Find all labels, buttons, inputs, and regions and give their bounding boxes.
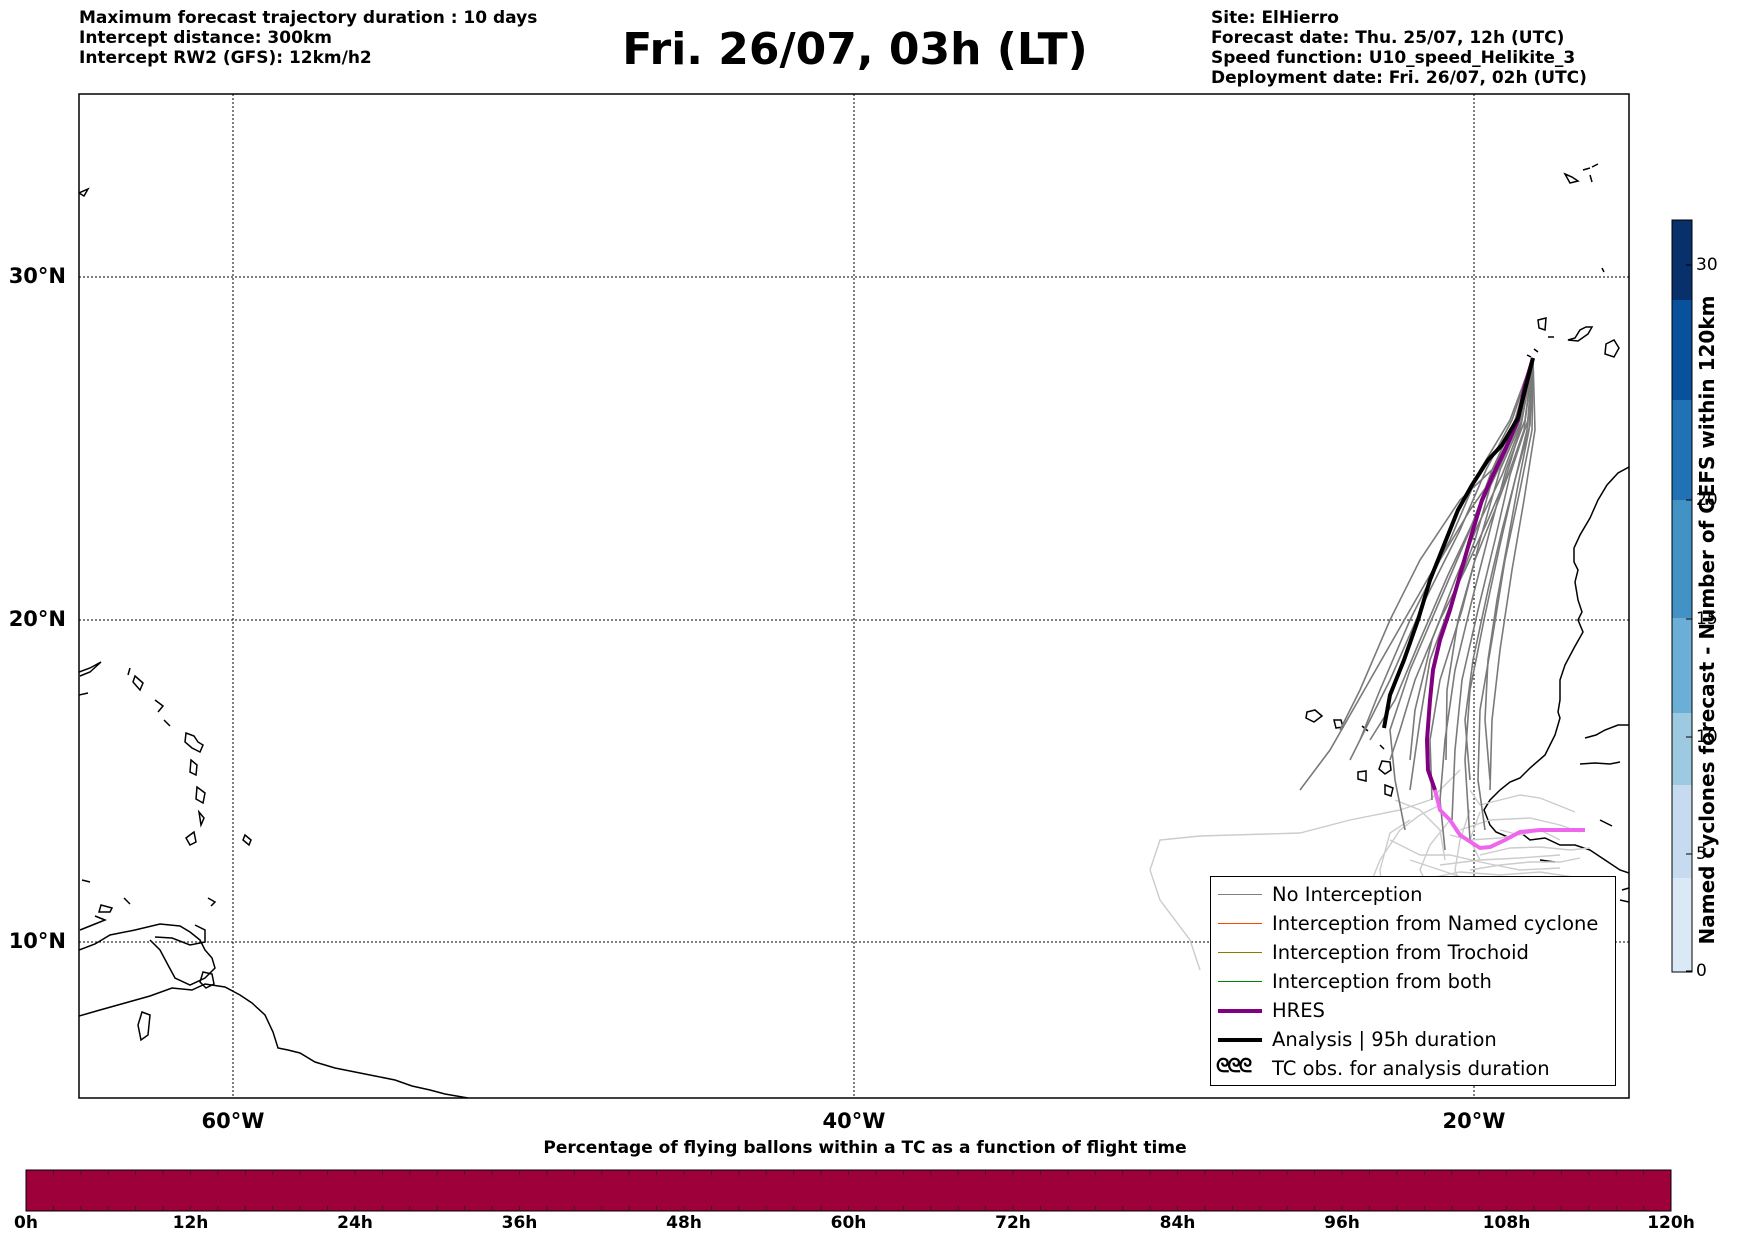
lon-label-20w: 20°W [1442,1109,1506,1133]
colorbar-right-title: Named cyclones forecast - Number of GEFS… [1695,295,1719,945]
cbar-tick-15: 15 [1696,609,1718,629]
deployment-date: Deployment date: Fri. 26/07, 02h (UTC) [1211,68,1587,88]
time-tick-label: 108h [1482,1213,1531,1233]
site-info: Site: ElHierro Forecast date: Thu. 25/07… [1211,8,1587,88]
legend-label: Analysis | 95h duration [1272,1028,1497,1051]
legend-label: HRES [1272,999,1325,1022]
late-trajectories [1149,769,1591,971]
legend-label: Interception from Named cyclone [1272,912,1599,935]
lat-label-20n: 20°N [8,607,66,631]
legend-item-tc-obs: ᘓᘓᘓ TC obs. for analysis duration [1211,1055,1615,1084]
no-interception-trajectories [1299,357,1536,851]
time-tick-label: 24h [337,1213,373,1233]
time-tick-label: 36h [501,1213,538,1233]
site-name: Site: ElHierro [1211,8,1339,28]
param-intercept-rw2: Intercept RW2 (GFS): 12km/h2 [79,48,372,68]
time-tick-label: 84h [1159,1213,1196,1233]
lon-label-60w: 60°W [201,1109,265,1133]
time-tick-label: 120h [1647,1213,1695,1233]
time-tick-label: 72h [995,1213,1031,1233]
tc-symbol-icon: ᘓᘓᘓ [1216,1055,1252,1077]
time-tick-label: 48h [666,1213,702,1233]
speed-function: Speed function: U10_speed_Helikite_3 [1211,48,1576,68]
map-frame [78,93,1630,1099]
legend-swatch [1218,1038,1262,1042]
map-legend: No Interception Interception from Named … [1210,876,1616,1086]
legend-label: No Interception [1272,883,1423,906]
cbar-tick-30: 30 [1696,255,1718,275]
colorbar-right [1671,219,1693,973]
lat-label-10n: 10°N [8,929,66,953]
legend-label: Interception from both [1272,970,1492,993]
run-parameters: Maximum forecast trajectory duration : 1… [79,8,537,68]
analysis-trajectory [1382,357,1535,729]
time-tick-label: 12h [172,1213,209,1233]
lon-label-40w: 40°W [822,1109,886,1133]
cbar-tick-20: 20 [1696,490,1718,510]
time-tick-label: 60h [830,1213,867,1233]
legend-item-trochoid: Interception from Trochoid [1211,939,1615,968]
param-intercept-distance: Intercept distance: 300km [79,28,332,48]
map-title: Fri. 26/07, 03h (LT) [622,24,1088,75]
colorbar-bottom-title: Percentage of flying ballons within a TC… [543,1138,1187,1158]
legend-item-named-cyclone: Interception from Named cyclone [1211,910,1615,939]
legend-swatch [1218,981,1262,982]
legend-item-hres: HRES [1211,997,1615,1026]
legend-label: Interception from Trochoid [1272,941,1529,964]
legend-item-no-interception: No Interception [1211,881,1615,910]
time-tick-label: 0h [14,1213,38,1233]
param-duration: Maximum forecast trajectory duration : 1… [79,8,538,28]
time-tick-label: 96h [1324,1213,1360,1233]
legend-label: TC obs. for analysis duration [1272,1057,1550,1080]
cbar-tick-5: 5 [1696,844,1707,864]
colorbar-bottom [25,1169,1672,1212]
legend-swatch [1218,923,1262,924]
hres-trajectory-late [1433,789,1585,851]
cbar-tick-10: 10 [1696,727,1718,747]
lat-label-30n: 30°N [8,264,66,288]
legend-item-both: Interception from both [1211,968,1615,997]
forecast-date: Forecast date: Thu. 25/07, 12h (UTC) [1211,28,1565,48]
legend-swatch [1218,1009,1262,1013]
cbar-tick-0: 0 [1696,961,1707,981]
legend-swatch [1218,894,1262,895]
legend-swatch [1218,952,1262,953]
hres-trajectory [1424,357,1535,791]
legend-item-analysis: Analysis | 95h duration [1211,1026,1615,1055]
